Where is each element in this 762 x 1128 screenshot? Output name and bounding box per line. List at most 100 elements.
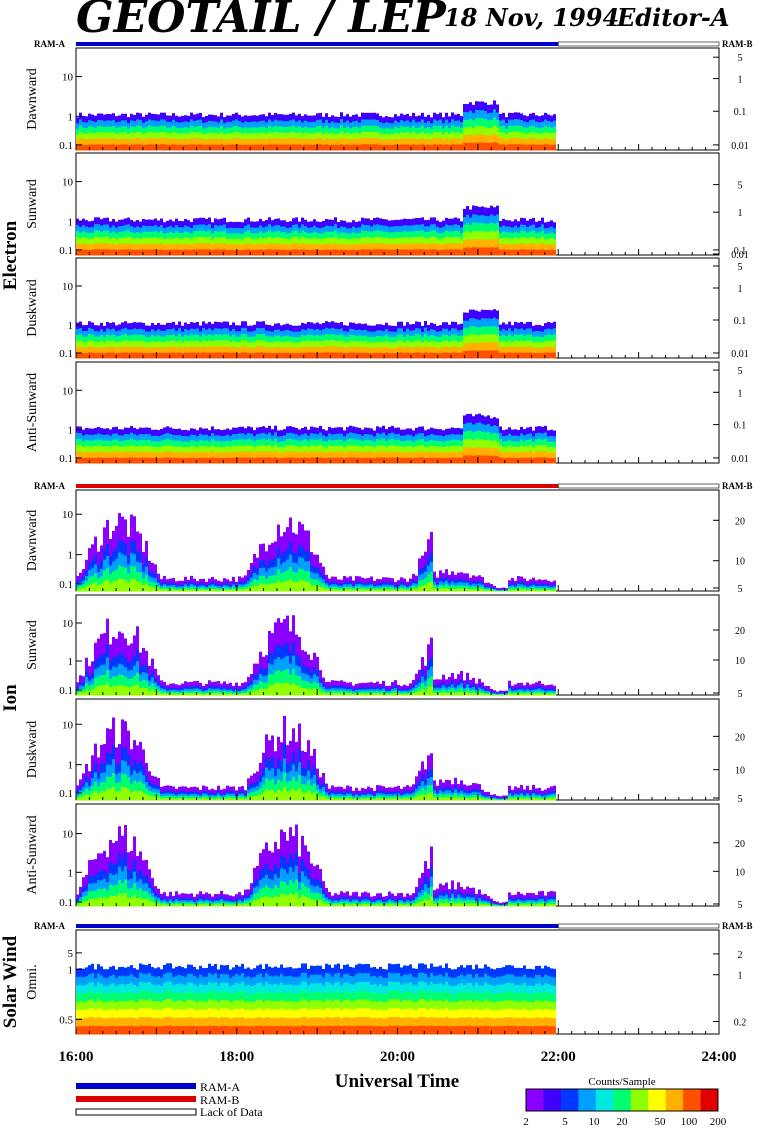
right-tick-label: 0.1 [734,107,747,118]
right-tick-label: 20 [735,626,745,637]
colorbar-tick-label: 200 [710,1116,727,1128]
panel-label: Sunward [25,620,40,670]
right-tick-label: 0.1 [734,421,747,432]
panel-label: Anti-Sunward [25,373,40,452]
panel-ion-sunward: Sunward 10 1 0.1 20 10 5 [25,594,745,700]
colorbar-tick-label: 20 [617,1116,629,1128]
left-tick-label: 0.5 [59,1014,73,1026]
right-tick-label: 1 [738,284,743,295]
x-axis-label: Universal Time [335,1071,459,1092]
lack-of-data-bar [557,923,720,929]
right-tick-label: 0.01 [731,349,749,360]
left-tick-label: 1 [68,320,74,332]
left-tick-label: 0.1 [59,245,73,257]
legend-ram-b-swatch [76,1096,196,1102]
right-tick-label: 5 [738,366,743,377]
ram-label-left: RAM-A [34,481,65,491]
right-tick-label: 5 [738,53,743,64]
left-tick-label: 10 [62,829,74,841]
left-tick-label: 0.1 [59,453,73,465]
time-axis: 16:00 18:00 20:00 22:00 24:00 Universal Time [59,1049,737,1092]
colorbar-tick-label: 5 [562,1116,568,1128]
panel-ion-dawnward: RAM-A RAM-B Dawnward 10 1 0.1 20 10 5 [25,481,753,595]
right-tick-label: 0.1 [734,246,747,257]
right-tick-label: 2 [738,950,743,961]
colorbar-swatch [526,1089,544,1111]
left-tick-label: 1 [68,216,74,228]
colorbar-swatch [648,1089,667,1111]
group-label-ion: Ion [0,684,21,712]
panel-label: Duskward [25,279,40,337]
plot-title: GEOTAIL / LEP [76,0,448,43]
right-tick-label: 10 [735,766,745,777]
right-tick-label: 10 [735,656,745,667]
colorbar-swatch [543,1089,562,1111]
right-tick-label: 1 [738,75,743,86]
right-tick-label: 20 [735,732,745,743]
right-tick-label: 0.01 [731,141,749,152]
ram-label-left: RAM-A [34,921,65,931]
right-tick-label: 0.01 [731,454,749,465]
ram-label-right: RAM-B [722,481,753,491]
legend-lack-label: Lack of Data [200,1105,263,1119]
panel-electron-anti-sunward: Anti-Sunward 10 1 0.1 5 1 0.1 0.01 [25,361,749,465]
left-tick-label: 10 [62,281,74,293]
panel-frame [75,489,720,592]
plot-date: 18 Nov, 1994 [444,3,619,32]
lack-of-data-bar [557,41,720,47]
plot-editor: Editor-A [616,3,730,32]
left-tick-label: 1 [68,656,74,668]
left-tick-label: 10 [62,509,74,521]
panel-frame [75,698,720,801]
left-tick-label: 1 [68,111,74,123]
panel-solar-wind-omni-: RAM-A RAM-B Omni. 5 1 0.5 2 1 0.2 [25,921,753,1035]
colorbar-tick-label: 2 [523,1116,529,1128]
ram-bar-ram-b [76,484,559,488]
panel-ion-duskward: Duskward 10 1 0.1 20 10 5 [25,698,745,805]
panel-label: Anti-Sunward [25,815,40,894]
right-tick-label: 5 [738,181,743,192]
right-tick-label: 0.2 [734,1018,747,1029]
right-tick-label: 5 [738,900,743,911]
panel-frame [75,594,720,696]
colorbar-swatch [560,1089,579,1111]
legend-ram-a-swatch [76,1083,196,1089]
ram-bar-ram-a [76,42,559,46]
right-tick-label: 0.01 [731,250,749,261]
colorbar-swatch [578,1089,597,1111]
colorbar-tick-label: 50 [655,1116,667,1128]
right-tick-label: 5 [738,584,743,595]
panel-label: Duskward [25,721,40,779]
group-label-electron: Electron [0,220,21,290]
left-tick-label: 1 [68,867,74,879]
colorbar-swatch [665,1089,684,1111]
colorbar-swatch [700,1089,719,1111]
colorbar-swatch [595,1089,614,1111]
left-tick-label: 10 [62,385,74,397]
right-tick-label: 5 [738,262,743,273]
colorbar-title: Counts/Sample [588,1076,655,1088]
panel-label: Omni. [25,964,40,999]
lack-of-data-bar [557,483,720,489]
left-tick-label: 0.1 [59,788,73,800]
panel-label: Dawnward [25,68,40,129]
right-tick-label: 0.1 [734,316,747,327]
ram-bar-ram-a [76,924,559,928]
left-tick-label: 5 [68,948,74,960]
colorbar-tick-label: 100 [681,1116,698,1128]
right-tick-label: 1 [738,388,743,399]
right-tick-label: 1 [738,208,743,219]
right-tick-label: 1 [738,971,743,982]
x-tick-label: 18:00 [219,1049,254,1065]
colorbar-swatch [683,1089,702,1111]
left-tick-label: 1 [68,425,74,437]
right-tick-label: 20 [735,516,745,527]
x-tick-label: 20:00 [380,1049,415,1065]
left-tick-label: 0.1 [59,348,73,360]
colorbar-swatch [613,1089,632,1111]
x-tick-label: 16:00 [59,1049,94,1065]
left-tick-label: 0.1 [59,897,73,909]
right-tick-label: 20 [735,839,745,850]
